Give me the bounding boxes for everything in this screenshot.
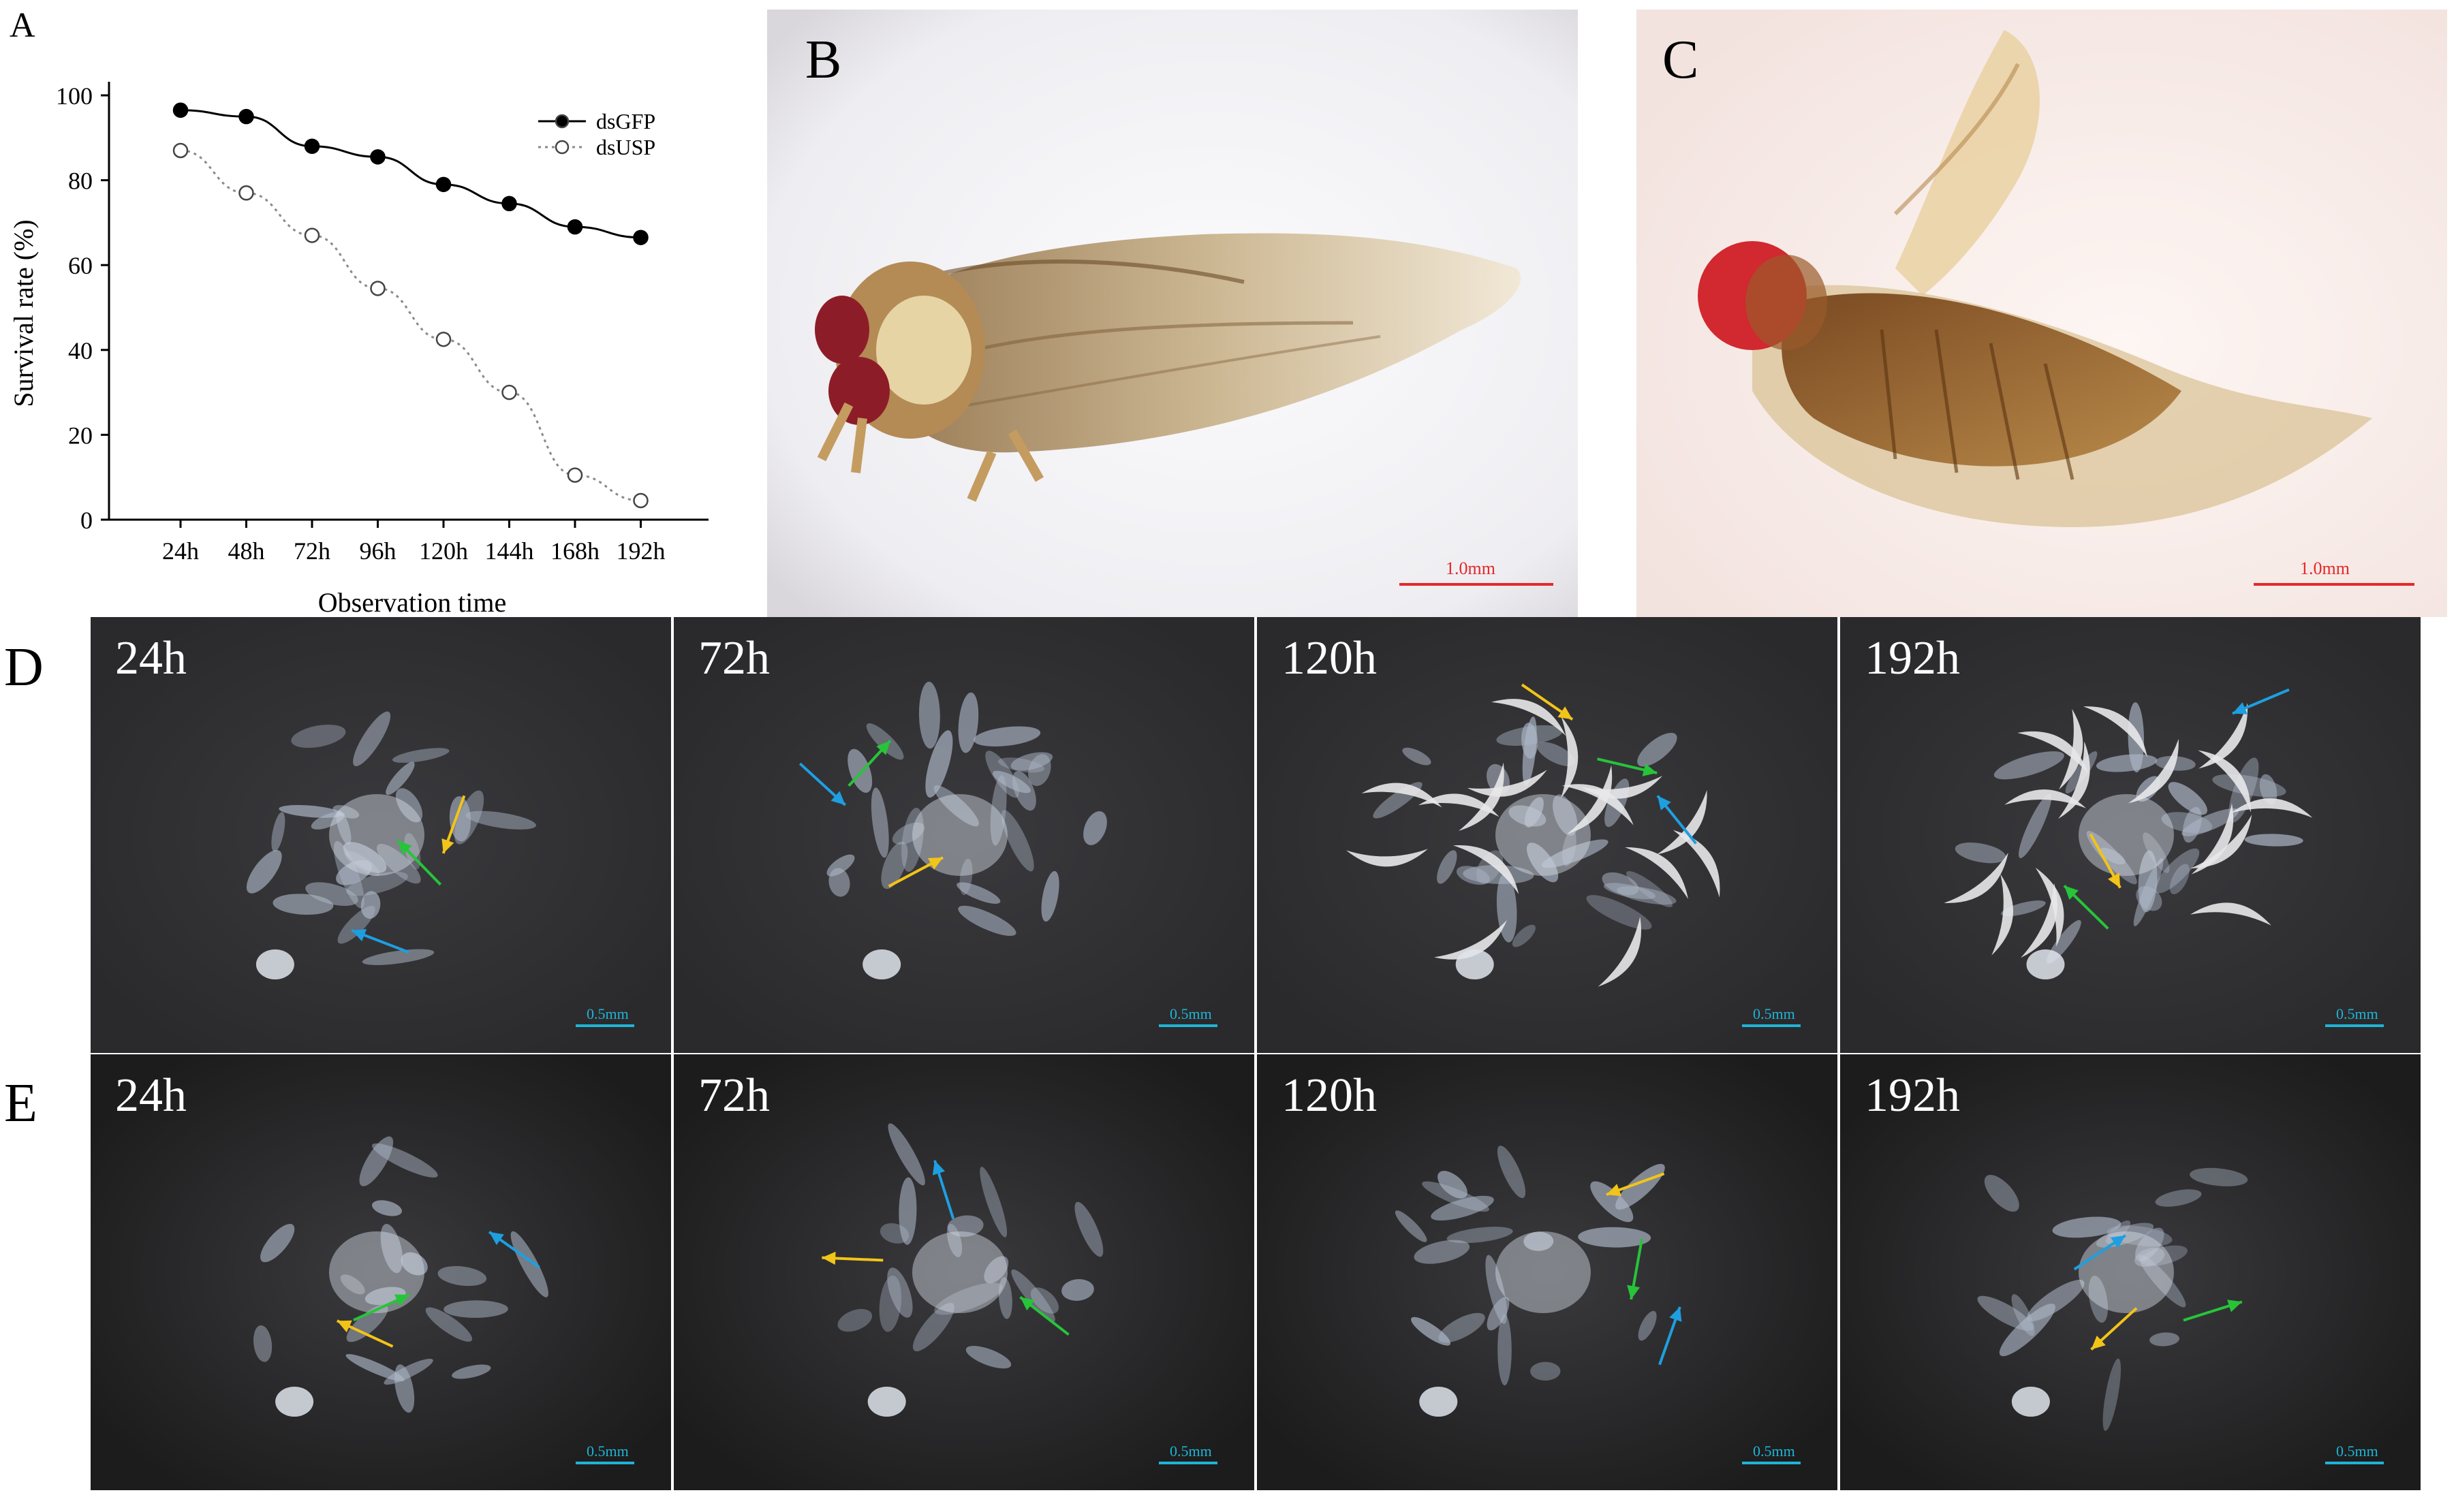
- x-tick-label: 48h: [228, 537, 265, 565]
- data-point-dsGFP: [435, 176, 452, 193]
- data-point-dsUSP: [370, 281, 386, 296]
- data-point-dsGFP: [370, 149, 386, 165]
- ovary-image-d-120h: [1257, 617, 1837, 1053]
- ovary-image-e-192h: [1840, 1054, 2421, 1490]
- y-tick-label: 0: [80, 507, 93, 534]
- time-label: 24h: [115, 1069, 187, 1122]
- x-axis-label: Observation time: [318, 587, 507, 618]
- data-point-dsUSP: [567, 467, 583, 483]
- scale-label: 0.5mm: [2336, 1443, 2378, 1460]
- data-point-dsGFP: [501, 195, 517, 212]
- legend-label-dsUSP: dsUSP: [596, 135, 655, 159]
- time-label: 192h: [1865, 632, 1960, 684]
- data-point-dsUSP: [633, 492, 649, 509]
- data-point-dsUSP: [435, 331, 452, 347]
- data-point-dsGFP: [304, 138, 320, 155]
- data-point-dsUSP: [238, 185, 254, 201]
- time-label: 24h: [115, 632, 187, 684]
- legend-marker: [555, 114, 570, 129]
- scale-bar: [576, 1024, 634, 1027]
- x-tick-label: 144h: [485, 537, 534, 565]
- time-label: 72h: [698, 1069, 770, 1122]
- survival-rate-chart: 0 20 40 60 80 100 24h 48h 72h 96h 120h 144h 168h 192h…: [8, 82, 709, 618]
- scale-label-b: 1.0mm: [1446, 558, 1495, 578]
- ovary-image-e-72h: [674, 1054, 1254, 1490]
- x-tick-label: 120h: [419, 537, 468, 565]
- photo-panel-b: [767, 10, 1578, 617]
- x-tick-label: 168h: [550, 537, 600, 565]
- leafhopper-wt-image: [815, 233, 1521, 502]
- scale-label: 0.5mm: [2336, 1005, 2378, 1022]
- scale-bar: [2325, 1024, 2384, 1027]
- time-label: 120h: [1281, 632, 1377, 684]
- scale-label: 0.5mm: [1170, 1443, 1212, 1460]
- x-tick-label: 24h: [162, 537, 199, 565]
- ovary-image-d-192h: [1840, 617, 2421, 1053]
- y-tick-label: 20: [68, 422, 93, 449]
- panel-label-c: C: [1662, 30, 1699, 90]
- scale-bar: [2325, 1462, 2384, 1464]
- data-point-dsGFP: [172, 102, 189, 119]
- y-tick-label: 80: [68, 168, 93, 195]
- time-label: 120h: [1281, 1069, 1377, 1122]
- photo-panel-c: [1636, 10, 2447, 617]
- series-line-dsGFP: [180, 109, 641, 239]
- panel-label-d: D: [4, 637, 44, 697]
- panel-label-b: B: [805, 30, 842, 90]
- leafhopper-dsusp-image: [1698, 30, 2372, 527]
- x-tick-label: 72h: [294, 537, 330, 565]
- x-tick-label: 192h: [617, 537, 666, 565]
- y-axis-label: Survival rate (%): [8, 219, 39, 407]
- scale-bar: [1159, 1462, 1217, 1464]
- x-tick-label: 96h: [360, 537, 397, 565]
- legend-marker: [555, 140, 570, 155]
- series-line-dsUSP: [180, 149, 641, 502]
- scale-label: 0.5mm: [1753, 1005, 1795, 1022]
- y-tick-label: 100: [56, 82, 93, 110]
- ovary-image-d-24h: [91, 617, 671, 1053]
- panel-label-a: A: [10, 6, 35, 45]
- data-point-dsGFP: [238, 108, 254, 125]
- scale-bar: [1742, 1462, 1801, 1464]
- data-point-dsUSP: [172, 142, 189, 159]
- legend-label-dsGFP: dsGFP: [596, 109, 655, 133]
- scale-label: 0.5mm: [587, 1443, 629, 1460]
- scale-label: 0.5mm: [1753, 1443, 1795, 1460]
- data-point-dsGFP: [633, 230, 649, 245]
- data-point-dsUSP: [501, 384, 517, 400]
- scale-bar-b: [1399, 583, 1553, 586]
- y-tick-label: 40: [68, 337, 93, 364]
- scale-label: 0.5mm: [587, 1005, 629, 1022]
- scale-label: 0.5mm: [1170, 1005, 1212, 1022]
- time-label: 192h: [1865, 1069, 1960, 1122]
- scale-bar: [1742, 1024, 1801, 1027]
- scale-label-c: 1.0mm: [2300, 558, 2350, 578]
- scale-bar: [576, 1462, 634, 1464]
- y-tick-label: 60: [68, 252, 93, 279]
- ovary-image-e-120h: [1257, 1054, 1837, 1490]
- data-point-dsGFP: [567, 219, 583, 235]
- ovary-image-e-24h: [91, 1054, 671, 1490]
- time-label: 72h: [698, 632, 770, 684]
- ovary-image-d-72h: [674, 617, 1254, 1053]
- scale-bar-c: [2254, 583, 2414, 586]
- data-point-dsUSP: [304, 227, 320, 243]
- scale-bar: [1159, 1024, 1217, 1027]
- panel-label-e: E: [4, 1073, 37, 1133]
